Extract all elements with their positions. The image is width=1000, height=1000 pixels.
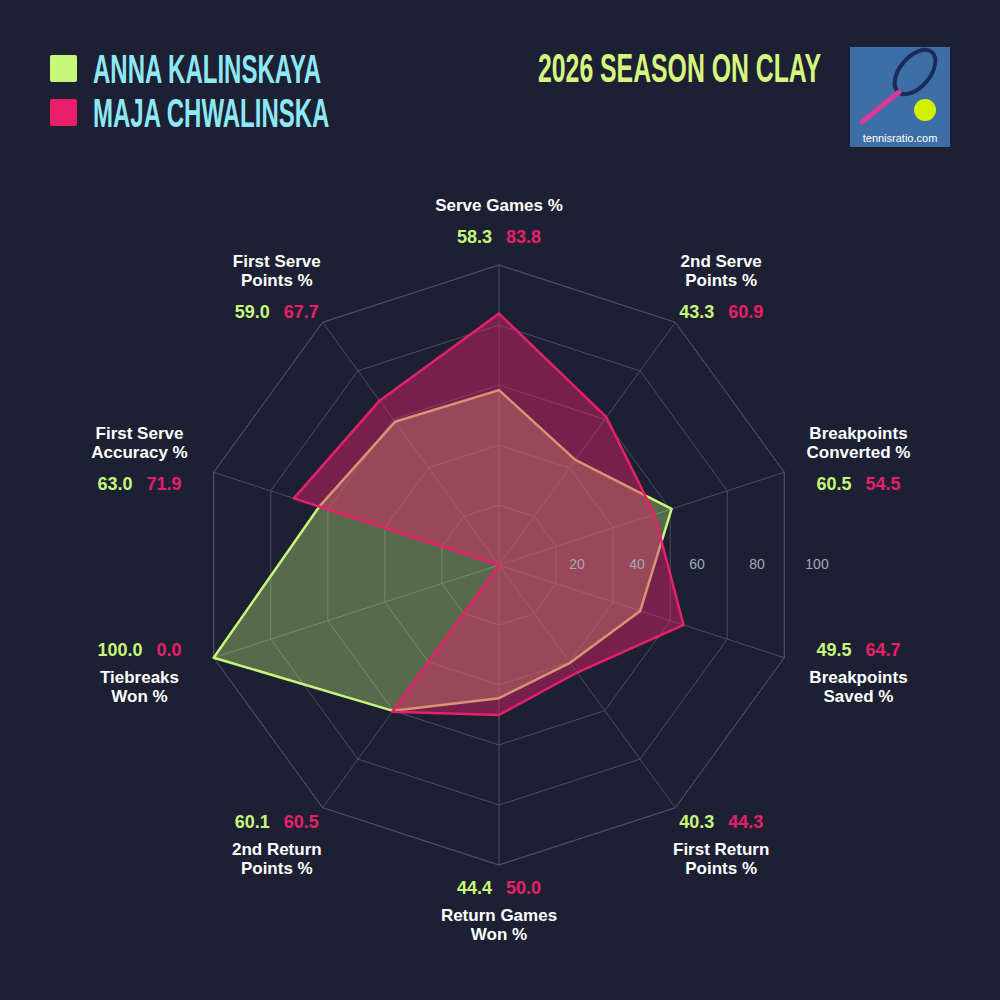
tick-label: 60 — [689, 556, 705, 572]
series-group — [214, 314, 684, 715]
category-label: 2nd ReturnPoints % — [232, 840, 322, 878]
chart-root: ANNA KALINSKAYAMAJA CHWALINSKA 2026 SEASO… — [0, 0, 1000, 1000]
tick-label: 40 — [629, 556, 645, 572]
data-label: 71.9 — [147, 474, 182, 494]
logo-ball — [914, 99, 936, 121]
data-label: 100.0 — [97, 640, 142, 660]
legend-swatch — [50, 55, 77, 82]
category-labels: Serve Games % 58.3 83.8 2nd ServePoints % 43… — [91, 196, 910, 945]
category-label: 2nd ServePoints % — [681, 252, 762, 290]
legend-swatch — [50, 99, 77, 126]
category-label: BreakpointsConverted % — [807, 424, 911, 462]
title: 2026 SEASON ON CLAY — [538, 46, 821, 90]
data-label: 50.0 — [506, 878, 541, 898]
data-label: 64.7 — [865, 640, 900, 660]
data-label: 58.3 — [457, 227, 492, 247]
data-label: 49.5 — [816, 640, 851, 660]
data-label: 60.5 — [284, 812, 319, 832]
data-label: 67.7 — [284, 302, 319, 322]
data-label: 40.3 — [679, 812, 714, 832]
data-label: 60.1 — [235, 812, 270, 832]
tick-label: 100 — [805, 556, 829, 572]
tick-labels: 20 40 60 80 100 — [569, 556, 829, 572]
tick-label: 80 — [749, 556, 765, 572]
data-label: 0.0 — [157, 640, 182, 660]
tick-label: 20 — [569, 556, 585, 572]
category-label: First ServeAccuracy % — [91, 424, 187, 462]
radar-area — [294, 314, 684, 715]
data-label: 59.0 — [235, 302, 270, 322]
axis-range — [214, 265, 785, 865]
category-label: Serve Games % — [435, 196, 563, 215]
logo: tennisratio.com — [850, 42, 950, 147]
category-label: First ServePoints % — [233, 252, 321, 290]
logo-text: tennisratio.com — [863, 132, 938, 144]
data-label: 44.4 — [457, 878, 492, 898]
background — [0, 0, 1000, 1000]
category-label: Return GamesWon % — [441, 906, 557, 944]
data-label: 63.0 — [97, 474, 132, 494]
logo-handle — [862, 92, 899, 122]
category-label: TiebreaksWon % — [100, 668, 179, 706]
data-label: 60.9 — [728, 302, 763, 322]
data-label: 60.5 — [816, 474, 851, 494]
data-label: 54.5 — [865, 474, 900, 494]
data-label: 43.3 — [679, 302, 714, 322]
chart-svg: ANNA KALINSKAYAMAJA CHWALINSKA 2026 SEASO… — [0, 0, 1000, 1000]
legend-label: ANNA KALINSKAYA — [93, 47, 321, 91]
plot-area — [214, 314, 684, 715]
grid — [214, 265, 785, 865]
legend: ANNA KALINSKAYAMAJA CHWALINSKA — [50, 47, 329, 135]
data-label: 83.8 — [506, 227, 541, 247]
grid-ring — [214, 265, 785, 865]
category-label: First ReturnPoints % — [673, 840, 769, 878]
category-label: BreakpointsSaved % — [809, 668, 907, 706]
legend-label: MAJA CHWALINSKA — [93, 91, 329, 135]
data-label: 44.3 — [728, 812, 763, 832]
